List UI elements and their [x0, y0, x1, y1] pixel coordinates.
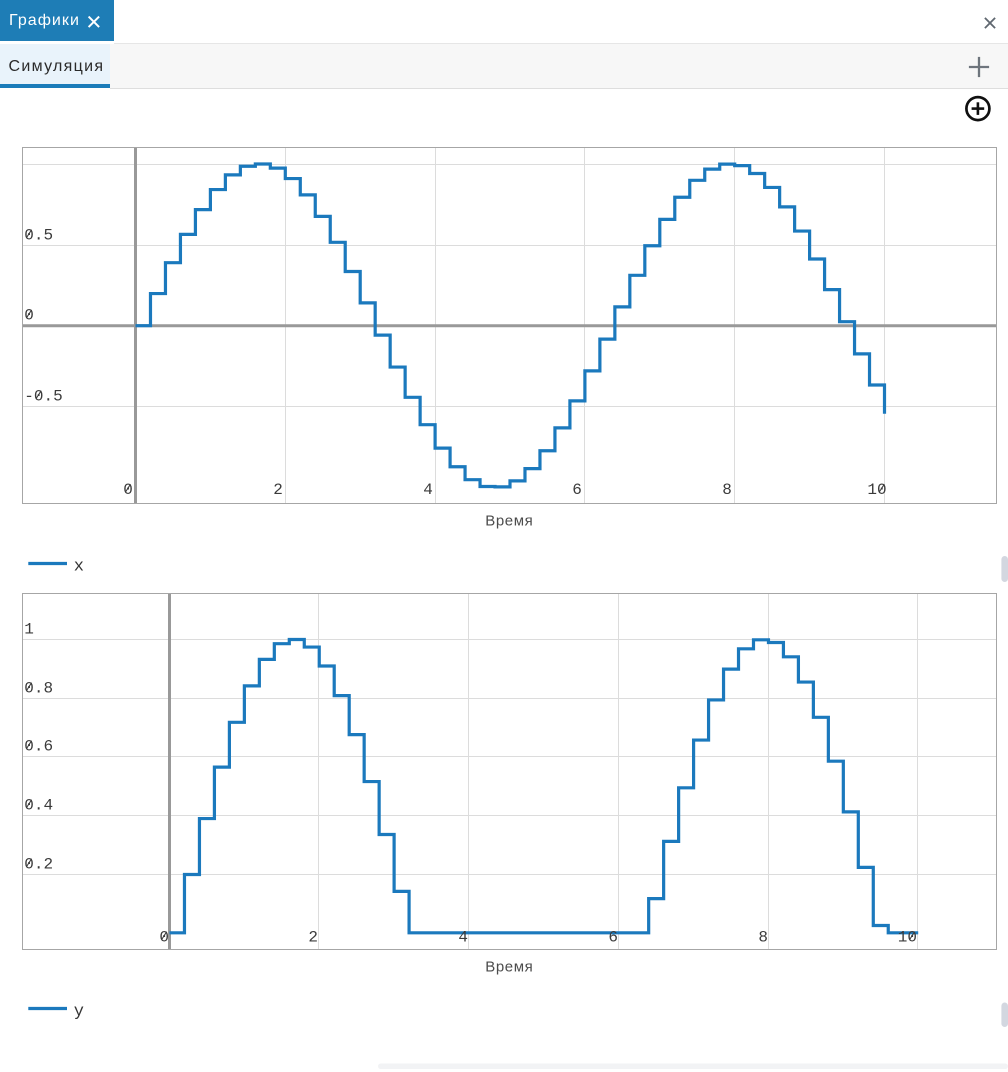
svg-text:0.5: 0.5	[24, 227, 53, 245]
svg-text:8: 8	[722, 481, 732, 499]
svg-text:2: 2	[273, 481, 283, 499]
svg-text:6: 6	[572, 481, 582, 499]
svg-text:0.6: 0.6	[24, 738, 53, 756]
svg-text:10: 10	[898, 929, 917, 947]
svg-text:4: 4	[458, 929, 468, 947]
svg-text:0.4: 0.4	[24, 797, 53, 815]
svg-text:0: 0	[159, 929, 169, 947]
svg-text:y: y	[74, 1003, 84, 1022]
svg-text:1: 1	[24, 621, 34, 639]
svg-text:8: 8	[758, 929, 768, 947]
svg-text:6: 6	[608, 929, 618, 947]
svg-text:2: 2	[308, 929, 318, 947]
svg-text:10: 10	[867, 481, 886, 499]
svg-text:0.2: 0.2	[24, 856, 53, 874]
svg-text:Время: Время	[485, 959, 533, 976]
svg-text:0: 0	[24, 307, 34, 325]
svg-text:4: 4	[423, 481, 433, 499]
svg-text:0.8: 0.8	[24, 680, 53, 698]
svg-text:Время: Время	[485, 513, 533, 530]
svg-text:0: 0	[123, 481, 133, 499]
svg-text:x: x	[74, 558, 84, 577]
svg-text:-0.5: -0.5	[24, 388, 62, 406]
